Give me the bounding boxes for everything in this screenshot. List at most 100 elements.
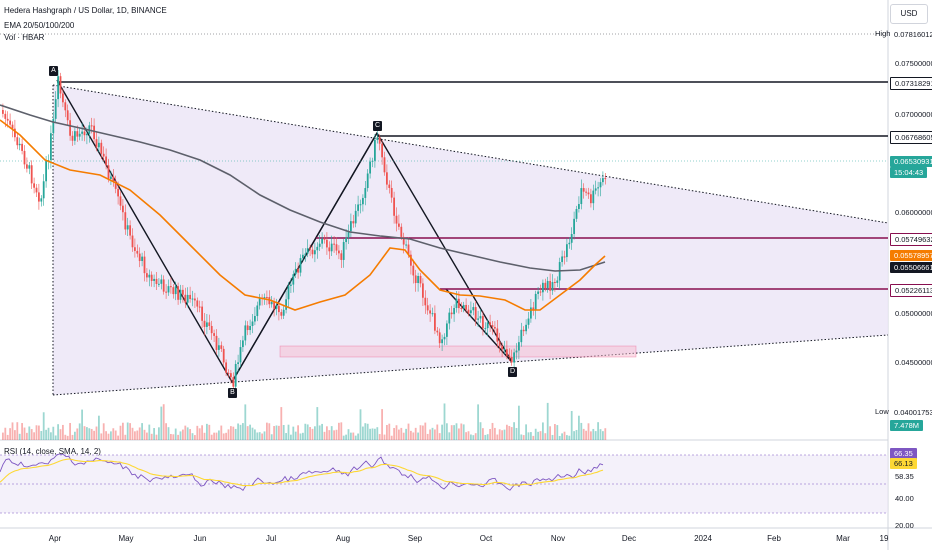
- candle-body: [578, 204, 580, 209]
- candle-body: [287, 285, 290, 300]
- volume-bar: [47, 427, 50, 440]
- high-label: High: [875, 29, 891, 38]
- rsi-indicator-label[interactable]: RSI (14, close, SMA, 14, 2): [4, 447, 101, 456]
- volume-bar: [210, 434, 213, 440]
- candle-body: [362, 197, 364, 205]
- volume-bar: [309, 427, 311, 440]
- volume-bar: [381, 409, 383, 440]
- volume-bar: [234, 428, 237, 440]
- volume-bar: [573, 431, 575, 440]
- currency-button[interactable]: USD: [890, 4, 928, 24]
- volume-bar: [90, 428, 93, 440]
- candle-body: [306, 248, 309, 254]
- candle-body: [30, 165, 33, 184]
- time-label-apr: Apr: [48, 534, 62, 543]
- candle-body: [335, 244, 338, 251]
- candle-body: [537, 291, 539, 294]
- candle-body: [350, 221, 352, 232]
- volume-bar: [491, 422, 494, 440]
- candle-body: [594, 188, 597, 191]
- volume-bar: [438, 433, 441, 440]
- candle-body: [86, 133, 88, 136]
- candle-body: [165, 291, 167, 293]
- volume-bar: [107, 433, 110, 440]
- volume-bar: [304, 423, 307, 440]
- candle-body: [26, 164, 28, 169]
- point-label-d[interactable]: D: [508, 367, 517, 377]
- volume-bar: [275, 425, 278, 440]
- volume-bar: [237, 423, 239, 440]
- level-label-3: 0.05749632: [890, 233, 932, 246]
- candle-body: [330, 243, 333, 252]
- volume-bar: [494, 427, 496, 440]
- volume-bar: [141, 423, 143, 440]
- volume-bar: [213, 432, 215, 440]
- candle-body: [422, 283, 424, 298]
- volume-bar: [266, 422, 268, 440]
- volume-bar: [424, 422, 427, 440]
- volume-bar: [290, 434, 292, 440]
- volume-bar: [429, 429, 431, 440]
- candle-body: [402, 236, 405, 245]
- candle-body: [513, 352, 515, 363]
- volume-bar: [578, 415, 580, 440]
- volume-bar: [515, 427, 518, 440]
- volume-bar: [340, 422, 343, 440]
- ema-indicator-label[interactable]: EMA 20/50/100/200: [4, 21, 75, 30]
- candle-body: [417, 275, 419, 284]
- point-label-c[interactable]: C: [373, 121, 382, 131]
- volume-bar: [376, 427, 379, 440]
- volume-bar: [580, 422, 583, 440]
- volume-bar: [599, 429, 602, 440]
- volume-bar: [477, 404, 479, 440]
- volume-bar: [534, 428, 537, 440]
- volume-bar: [54, 435, 57, 440]
- candle-body: [23, 150, 26, 165]
- candle-body: [546, 280, 549, 289]
- candle-body: [50, 133, 52, 161]
- volume-bar: [136, 430, 139, 440]
- volume-bar: [57, 424, 59, 440]
- volume-bar: [220, 425, 223, 440]
- candle-body: [208, 322, 211, 326]
- volume-bar: [501, 430, 503, 440]
- volume-bar: [369, 428, 371, 440]
- candle-body: [40, 198, 43, 202]
- volume-bar: [230, 426, 232, 440]
- volume-bar: [364, 423, 367, 440]
- candle-body: [158, 283, 160, 285]
- candle-body: [472, 307, 475, 311]
- volume-bar: [50, 432, 52, 440]
- candle-body: [45, 161, 47, 182]
- candle-body: [191, 298, 194, 300]
- candle-body: [431, 313, 434, 315]
- ema-50-line: [0, 119, 606, 311]
- low-label: Low: [875, 407, 889, 416]
- candle-body: [474, 307, 477, 320]
- volume-bar: [410, 430, 412, 440]
- volume-bar: [311, 428, 314, 440]
- volume-bar: [426, 433, 429, 440]
- volume-bar: [172, 434, 175, 440]
- volume-bar: [2, 432, 4, 440]
- volume-bar: [585, 430, 587, 440]
- candle-body: [198, 306, 201, 308]
- candle-body: [479, 316, 482, 319]
- candle-body: [309, 248, 311, 250]
- volume-indicator-label[interactable]: Vol · HBAR: [4, 33, 45, 42]
- candlesticks: [2, 69, 607, 395]
- volume-bar: [150, 433, 153, 440]
- candle-body: [590, 194, 592, 204]
- candle-body: [167, 286, 170, 293]
- candle-body: [520, 329, 523, 343]
- candle-body: [278, 305, 280, 313]
- candle-body: [381, 143, 383, 158]
- volume-bar: [436, 424, 439, 440]
- triangle-lower-trendline: [52, 334, 889, 396]
- volume-bar: [412, 432, 415, 440]
- point-label-b[interactable]: B: [228, 388, 237, 398]
- point-label-a[interactable]: A: [49, 66, 58, 76]
- volume-bar: [350, 432, 352, 440]
- candle-body: [347, 231, 350, 238]
